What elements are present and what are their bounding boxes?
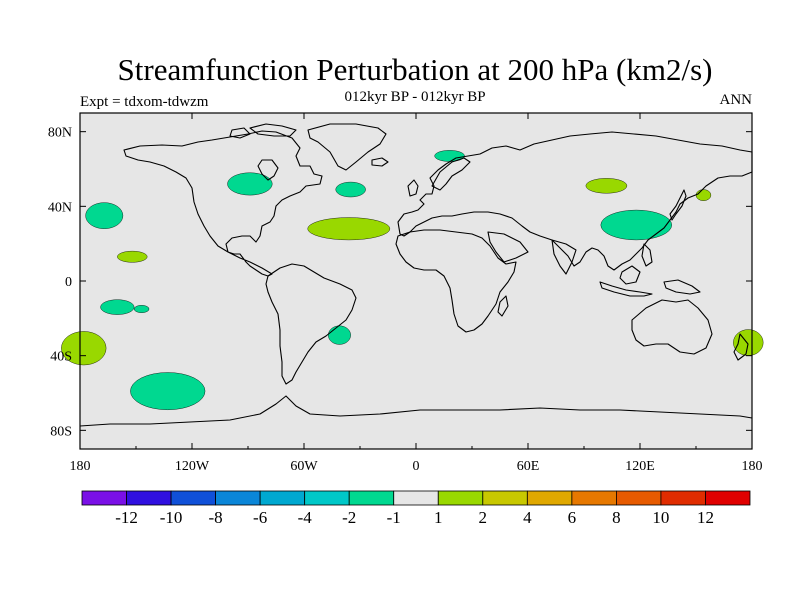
lon-tick-label: 180 <box>70 459 91 474</box>
colorbar-swatch <box>170 490 216 506</box>
lat-tick-label: 0 <box>65 275 72 290</box>
colorbar-label: -12 <box>115 508 138 527</box>
coast-new-zealand <box>733 333 749 361</box>
lat-tick-label: 80N <box>48 126 72 141</box>
anomaly-contour <box>130 372 206 411</box>
lat-tick-label: 80S <box>50 424 72 439</box>
colorbar-swatch <box>571 490 617 506</box>
coast-new-guinea <box>663 279 701 295</box>
lon-tick-label: 60W <box>290 459 318 474</box>
lon-tick-label: 120W <box>175 459 210 474</box>
experiment-label: Expt = tdxom-tdwzm <box>80 94 209 110</box>
coastlines <box>79 123 753 427</box>
colorbar-swatch <box>482 490 528 506</box>
coast-greenland <box>307 123 387 171</box>
colorbar-swatch <box>215 490 261 506</box>
anomaly-contour <box>585 178 628 194</box>
coast-south-america <box>265 263 357 385</box>
coast-scandinavia <box>431 157 471 191</box>
colorbar-label: 10 <box>652 508 669 527</box>
colorbar-label: -4 <box>298 508 313 527</box>
coast-hudson-bay <box>257 159 279 181</box>
coast-eurasia <box>397 131 753 271</box>
colorbar-swatch <box>616 490 662 506</box>
colorbar-label: -8 <box>209 508 223 527</box>
coast-indonesia <box>599 281 653 297</box>
coast-antarctica <box>79 395 753 427</box>
longitude-axis: 180 120W 60W 0 60E 120E 180 <box>70 113 763 474</box>
coast-arctic-islands-2 <box>229 127 251 139</box>
anomaly-contour <box>85 202 124 229</box>
colorbar-swatch <box>304 490 350 506</box>
colorbar-label: 2 <box>479 508 488 527</box>
coast-india <box>551 239 577 275</box>
colorbar-swatch <box>348 490 395 506</box>
colorbar-label: 8 <box>612 508 621 527</box>
lat-tick-label: 40N <box>48 200 72 215</box>
colorbar-swatch <box>126 490 172 506</box>
anomaly-contour <box>335 181 366 198</box>
map-area: 180 120W 60W 0 60E 120E 180 80N 40N 0 40S 80S <box>48 112 764 474</box>
anomaly-contour <box>307 217 391 241</box>
coast-madagascar <box>497 295 509 317</box>
anomaly-contour <box>100 299 135 315</box>
colorbar-swatch <box>660 490 706 506</box>
lon-tick-label: 180 <box>742 459 763 474</box>
colorbar-label: -2 <box>342 508 356 527</box>
latitude-axis: 80N 40N 0 40S 80S <box>48 126 752 439</box>
colorbar-label: 12 <box>697 508 714 527</box>
coast-iceland <box>371 157 389 167</box>
colorbar-label: 6 <box>568 508 577 527</box>
anomaly-contour <box>227 172 273 196</box>
coast-philippines <box>641 243 653 267</box>
anomaly-contour <box>117 250 148 263</box>
colorbar-swatch <box>81 490 127 506</box>
anomaly-contour <box>133 305 150 313</box>
coast-arctic-islands <box>249 123 297 137</box>
coast-arabia <box>487 231 529 263</box>
colorbar-swatch <box>705 490 751 506</box>
coast-borneo <box>619 265 641 285</box>
colorbar-label: -6 <box>253 508 267 527</box>
coast-australia <box>631 299 713 355</box>
colorbar-swatch <box>437 490 484 506</box>
anomaly-contour <box>61 331 107 366</box>
lon-tick-label: 120E <box>625 459 655 474</box>
coast-japan <box>669 189 687 221</box>
colorbar-label: 1 <box>434 508 443 527</box>
season-label: ANN <box>719 92 753 108</box>
lon-tick-label: 60E <box>517 459 540 474</box>
anomaly-contour <box>600 209 672 241</box>
coast-africa <box>395 229 517 333</box>
colorbar-swatch <box>259 490 306 506</box>
map-title: Streamfunction Perturbation at 200 hPa (… <box>117 52 713 87</box>
colorbar-label: -10 <box>160 508 183 527</box>
colorbar-label: 4 <box>523 508 532 527</box>
colorbar: -12 -10 -8 -6 -4 -2 -1 1 2 4 6 8 10 12 <box>81 490 751 527</box>
colorbar-swatch <box>393 490 439 506</box>
anomaly-contour <box>695 189 712 201</box>
lat-tick-label: 40S <box>50 350 72 365</box>
lon-tick-label: 0 <box>413 459 420 474</box>
coast-british-isles <box>407 179 419 197</box>
anomaly-layer <box>61 150 764 411</box>
map-subtitle: 012kyr BP - 012kyr BP <box>344 89 486 105</box>
colorbar-label: -1 <box>387 508 401 527</box>
colorbar-swatch <box>526 490 573 506</box>
anomaly-contour <box>328 325 351 345</box>
coast-north-america <box>123 130 323 277</box>
